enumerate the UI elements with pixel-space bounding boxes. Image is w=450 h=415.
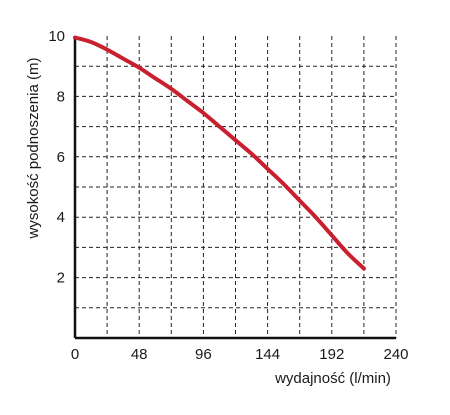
x-tick-label: 144 bbox=[255, 346, 280, 363]
axes bbox=[73, 36, 396, 340]
y-tick-label: 4 bbox=[57, 209, 65, 226]
x-tick-label: 0 bbox=[71, 346, 79, 363]
x-tick-label: 48 bbox=[131, 346, 148, 363]
grid bbox=[75, 36, 397, 338]
y-tick-label: 8 bbox=[57, 88, 65, 105]
x-tick-label: 96 bbox=[195, 346, 212, 363]
x-tick-label: 192 bbox=[319, 346, 344, 363]
y-tick-label: 6 bbox=[57, 149, 65, 166]
y-tick-label: 2 bbox=[57, 270, 65, 287]
y-axis-title: wysokość podnoszenia (m) bbox=[25, 58, 42, 240]
series-layer bbox=[73, 35, 366, 271]
x-axis-title: wydajność (l/min) bbox=[274, 370, 391, 387]
x-tick-label: 240 bbox=[383, 346, 408, 363]
y-tick-label: 10 bbox=[48, 28, 65, 45]
series-line bbox=[73, 35, 366, 271]
tick-labels: 0 48 96 144 192 240 2 4 6 8 10 bbox=[48, 28, 408, 363]
